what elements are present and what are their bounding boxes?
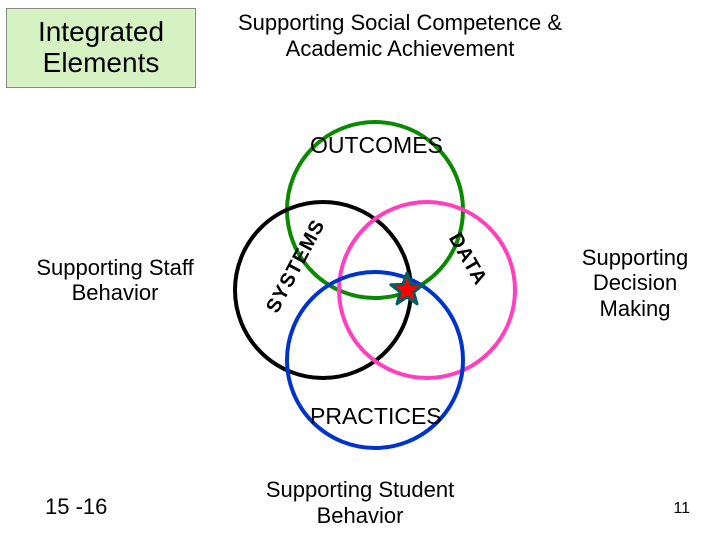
page-number: 11 [673,500,690,518]
footer-left: 15 -16 [45,494,107,520]
label-outcomes: OUTCOMES [310,132,440,158]
title-box: Integrated Elements [6,8,196,88]
subtitle: Supporting Social Competence & Academic … [200,10,600,63]
footer-center: Supporting Student Behavior [230,477,490,528]
label-staff-behavior: Supporting Staff Behavior [30,255,200,306]
star-icon [387,270,427,315]
venn-diagram: OUTCOMES PRACTICES SYSTEMS DATA [225,120,525,420]
label-practices: PRACTICES [310,403,440,429]
title-text: Integrated Elements [11,17,191,79]
label-decision-making: Supporting Decision Making [570,245,700,321]
